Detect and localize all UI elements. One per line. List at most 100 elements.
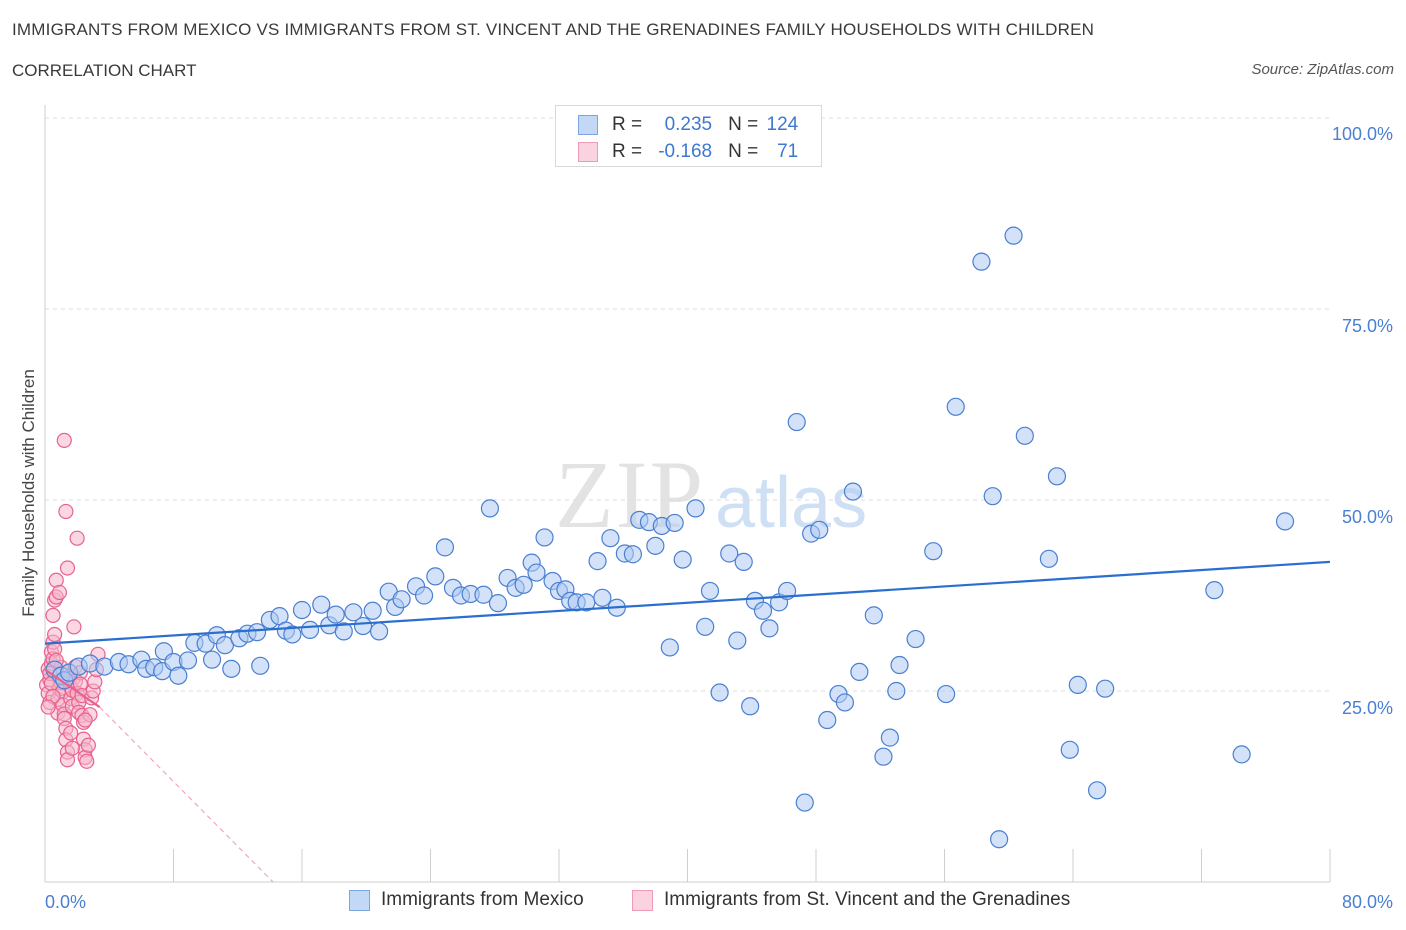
data-point bbox=[480, 499, 500, 518]
data-point bbox=[527, 563, 546, 582]
data-point bbox=[47, 626, 63, 643]
correlation-legend: R = 0.235 N = 124 R = -0.168 N = 71 bbox=[555, 105, 822, 167]
legend-swatch-pink bbox=[632, 889, 653, 911]
data-point bbox=[79, 753, 95, 769]
data-point bbox=[937, 684, 956, 704]
data-point bbox=[850, 662, 869, 682]
data-point bbox=[720, 544, 739, 563]
legend-n-value: 71 bbox=[777, 141, 799, 162]
data-point bbox=[1275, 512, 1295, 531]
data-point bbox=[887, 681, 906, 701]
y-tick-label-75: 75.0% bbox=[1342, 316, 1393, 336]
legend-r-label: R = bbox=[612, 114, 643, 135]
legend-item-mexico: Immigrants from Mexico bbox=[349, 889, 584, 911]
data-point bbox=[753, 601, 773, 620]
data-point bbox=[64, 740, 80, 756]
data-point bbox=[247, 623, 267, 642]
chart-title: IMMIGRANTS FROM MEXICO VS IMMIGRANTS FRO… bbox=[12, 20, 1095, 39]
data-point bbox=[292, 600, 312, 620]
trend-line-mexico bbox=[44, 560, 1331, 645]
data-point bbox=[1039, 549, 1059, 568]
data-point bbox=[326, 605, 345, 624]
data-point bbox=[741, 697, 760, 716]
data-point bbox=[40, 699, 56, 715]
data-point bbox=[924, 542, 943, 561]
data-point bbox=[353, 616, 373, 636]
data-point bbox=[392, 590, 411, 609]
data-point bbox=[646, 536, 665, 555]
data-point bbox=[1087, 781, 1107, 800]
data-point bbox=[700, 581, 720, 601]
data-point bbox=[593, 588, 612, 607]
data-point bbox=[283, 625, 302, 644]
source-label: Source: ZipAtlas.com bbox=[1251, 61, 1394, 78]
chart-subtitle: CORRELATION CHART bbox=[12, 61, 197, 80]
trend-line-st-vincent bbox=[44, 668, 101, 708]
x-tick-label-min: 0.0% bbox=[45, 892, 86, 912]
data-point bbox=[58, 503, 74, 520]
data-point bbox=[1205, 581, 1224, 600]
data-point bbox=[874, 747, 893, 766]
data-point bbox=[972, 252, 991, 271]
legend-label-mexico: Immigrants from Mexico bbox=[381, 889, 584, 910]
data-point bbox=[835, 693, 855, 712]
data-point bbox=[45, 607, 61, 623]
tick-labels: 0.0% 80.0% 25.0% 50.0% 75.0% 100.0% bbox=[45, 124, 1393, 912]
legend-item-st-vincent: Immigrants from St. Vincent and the Gren… bbox=[632, 889, 1070, 911]
data-point bbox=[760, 619, 779, 638]
data-point bbox=[601, 529, 620, 548]
legend-n-label: N = bbox=[728, 114, 759, 135]
axes bbox=[44, 105, 1331, 883]
data-point bbox=[810, 520, 829, 539]
gridlines bbox=[45, 117, 1330, 692]
legend-label-st-vincent: Immigrants from St. Vincent and the Gren… bbox=[664, 889, 1071, 910]
data-point bbox=[488, 594, 508, 613]
legend-r-label: R = bbox=[612, 141, 643, 162]
data-point bbox=[588, 552, 607, 571]
y-tick-label-100: 100.0% bbox=[1332, 124, 1393, 144]
watermark-zip: ZIP bbox=[555, 441, 705, 548]
data-point bbox=[1060, 740, 1079, 759]
legend-row-mexico: R = 0.235 N = 124 bbox=[578, 113, 798, 137]
data-point bbox=[59, 560, 76, 576]
data-point bbox=[334, 622, 353, 641]
legend-r-value: -0.168 bbox=[658, 141, 713, 162]
data-point bbox=[66, 619, 82, 635]
data-point bbox=[686, 499, 705, 518]
legend-n-value: 124 bbox=[766, 114, 799, 135]
data-point bbox=[202, 650, 222, 669]
data-point bbox=[728, 631, 747, 650]
data-point bbox=[673, 550, 692, 569]
data-point bbox=[1068, 675, 1087, 694]
data-point bbox=[474, 585, 493, 604]
data-point bbox=[795, 793, 814, 812]
series-mexico-points bbox=[45, 226, 1295, 849]
data-point bbox=[69, 530, 85, 546]
data-point bbox=[535, 528, 554, 547]
data-point bbox=[1047, 467, 1067, 486]
legend-r-value: 0.235 bbox=[664, 114, 713, 135]
y-tick-label-25: 25.0% bbox=[1342, 698, 1393, 718]
data-point bbox=[414, 586, 434, 605]
data-point bbox=[56, 432, 72, 449]
data-point bbox=[1096, 679, 1115, 698]
data-point bbox=[660, 638, 679, 657]
legend-n-label: N = bbox=[728, 141, 759, 162]
x-tick-label-max: 80.0% bbox=[1342, 892, 1393, 912]
data-point bbox=[787, 412, 806, 432]
data-point bbox=[665, 513, 684, 533]
legend-swatch-blue bbox=[349, 889, 370, 911]
data-point bbox=[300, 620, 320, 639]
data-point bbox=[222, 659, 241, 678]
data-point bbox=[734, 552, 753, 571]
y-tick-label-50: 50.0% bbox=[1342, 507, 1393, 527]
data-point bbox=[77, 712, 93, 728]
data-point bbox=[946, 397, 965, 416]
data-point bbox=[983, 487, 1002, 506]
watermark-atlas: atlas bbox=[715, 463, 867, 543]
data-point bbox=[370, 622, 389, 641]
data-point bbox=[435, 538, 455, 557]
data-point bbox=[890, 655, 909, 675]
data-point bbox=[363, 601, 382, 620]
